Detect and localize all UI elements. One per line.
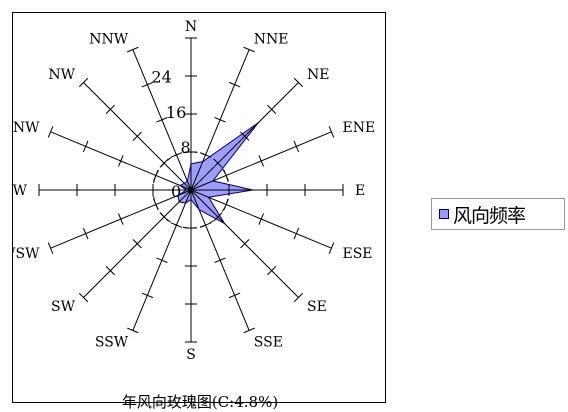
tick-mark-sw xyxy=(105,266,115,276)
chart-title: 年风向玫瑰图(C:4.8%) xyxy=(121,393,279,411)
tick-mark-sse xyxy=(228,292,241,299)
tick-mark-nw xyxy=(159,158,169,168)
tick-mark-ne xyxy=(293,77,304,88)
radial-tick-label: 16 xyxy=(166,103,186,122)
direction-label-w: W xyxy=(13,183,28,199)
direction-label-e: E xyxy=(355,183,365,199)
tick-mark-nne xyxy=(199,152,212,158)
direction-label-wsw: WSW xyxy=(13,246,40,262)
tick-mark-ene xyxy=(223,169,229,182)
tick-mark-ssw xyxy=(156,257,168,263)
tick-mark-ene xyxy=(293,140,300,153)
direction-label-ene: ENE xyxy=(343,120,376,136)
tick-mark-ese xyxy=(258,213,264,225)
tick-mark-ese xyxy=(328,242,335,254)
tick-mark-ese xyxy=(293,227,300,240)
tick-mark-ene xyxy=(258,155,264,167)
tick-mark-ese xyxy=(223,198,229,211)
chart-frame: N NNE NE ENE E ESE SE SSE S SSW SW WSW W WNW NW NNW 0 8 16… xyxy=(12,12,386,411)
direction-label-nnw: NNW xyxy=(89,32,129,48)
tick-mark-ne xyxy=(213,158,223,168)
direction-label-nne: NNE xyxy=(254,32,289,48)
direction-label-wnw: WNW xyxy=(13,120,40,136)
tick-mark-nne xyxy=(243,46,255,53)
direction-label-ne: NE xyxy=(307,67,329,83)
tick-mark-sse xyxy=(199,222,212,228)
direction-label-sw: SW xyxy=(51,299,76,315)
tick-mark-se xyxy=(267,266,277,276)
legend-swatch xyxy=(439,209,449,219)
legend: 风向频率 xyxy=(431,198,565,230)
direction-label-se: SE xyxy=(307,299,327,315)
tick-mark-nnw xyxy=(156,117,168,123)
tick-mark-sw xyxy=(78,292,89,303)
tick-mark-sse xyxy=(214,257,226,263)
legend-label: 风向频率 xyxy=(453,204,526,227)
tick-mark-sw xyxy=(159,212,169,222)
tick-mark-wsw xyxy=(47,242,54,254)
direction-label-ese: ESE xyxy=(343,246,373,262)
tick-mark-nnw xyxy=(127,46,139,53)
radial-tick-label: 8 xyxy=(181,138,191,157)
tick-mark-wsw xyxy=(82,227,89,240)
direction-label-nw: NW xyxy=(48,67,75,83)
tick-mark-nw xyxy=(105,104,115,114)
direction-label-n: N xyxy=(185,19,197,35)
tick-mark-ssw xyxy=(141,292,154,299)
tick-mark-nne xyxy=(228,81,241,88)
tick-mark-ene xyxy=(328,126,335,138)
direction-label-ssw: SSW xyxy=(95,335,129,351)
wind-rose-chart: N NNE NE ENE E ESE SE SSE S SSW SW WSW W WNW NW NNW 0 8 16… xyxy=(13,19,376,363)
tick-mark-ssw xyxy=(170,222,183,228)
direction-label-sse: SSE xyxy=(254,335,283,351)
tick-mark-nne xyxy=(214,117,226,123)
tick-mark-nw xyxy=(132,131,142,141)
tick-mark-se xyxy=(213,212,223,222)
tick-mark-sse xyxy=(243,327,255,334)
tick-mark-nw xyxy=(78,77,89,88)
tick-mark-nnw xyxy=(141,81,154,88)
radial-tick-label: 24 xyxy=(151,68,171,87)
tick-mark-ne xyxy=(267,104,277,114)
radial-tick-label: 0 xyxy=(171,182,181,201)
tick-mark-ne xyxy=(240,131,250,141)
tick-mark-sw xyxy=(132,239,142,249)
tick-mark-se xyxy=(240,239,250,249)
tick-mark-wnw xyxy=(82,140,89,153)
tick-mark-se xyxy=(293,292,304,303)
tick-mark-nnw xyxy=(170,152,183,158)
tick-mark-wnw xyxy=(118,155,124,167)
tick-mark-wsw xyxy=(153,198,159,211)
tick-mark-wnw xyxy=(47,126,54,138)
direction-label-s: S xyxy=(186,347,196,363)
tick-mark-ssw xyxy=(127,327,139,334)
tick-mark-wsw xyxy=(118,213,124,225)
tick-mark-wnw xyxy=(153,169,159,182)
